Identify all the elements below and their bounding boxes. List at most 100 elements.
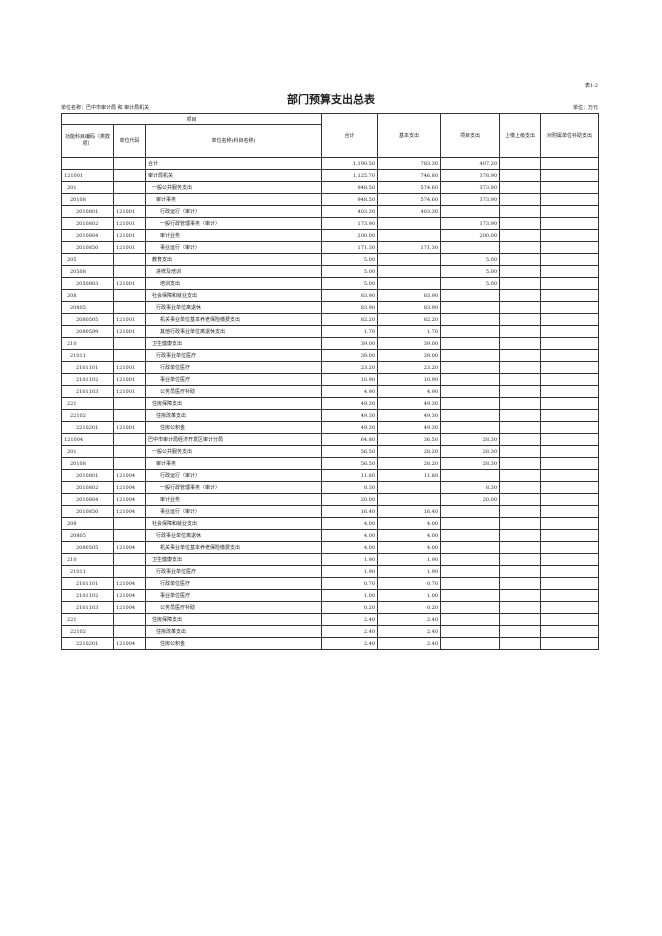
subsidy-cell (540, 337, 600, 350)
name-cell: 住房公积金 (144, 637, 323, 650)
basic-cell: 16.40 (377, 505, 442, 518)
code-cell: 2101102 (61, 373, 114, 386)
table-row: 2210201 121001 住房公积金 49.30 49.30 (61, 421, 600, 434)
total-cell: 10.90 (321, 373, 379, 386)
table-row: 2050803 121001 培训支出 5.00 5.00 (61, 277, 600, 290)
subsidy-cell (540, 457, 600, 470)
project-cell: 173.90 (440, 217, 501, 230)
name-cell: 卫生健康支出 (144, 553, 323, 566)
subsidy-cell (540, 265, 600, 278)
upper-cell (499, 349, 542, 362)
code-cell: 2210201 (61, 421, 114, 434)
subsidy-cell (540, 349, 600, 362)
project-cell (440, 337, 501, 350)
code-cell: 208 (61, 517, 114, 530)
subsidy-cell (540, 157, 600, 170)
total-cell: 4.90 (321, 385, 379, 398)
table-row: 2101101 121001 行政单位医疗 23.20 23.20 (61, 361, 600, 374)
total-cell: 1.00 (321, 589, 379, 602)
subsidy-cell (540, 217, 600, 230)
project-cell: 373.90 (440, 193, 501, 206)
project-cell: 407.20 (440, 157, 501, 170)
upper-cell (499, 361, 542, 374)
unit-code-cell (113, 517, 146, 530)
upper-cell (499, 325, 542, 338)
project-cell (440, 397, 501, 410)
basic-cell: 0.70 (377, 577, 442, 590)
basic-cell: 4.00 (377, 529, 442, 542)
basic-cell: 4.90 (377, 385, 442, 398)
name-cell: 巴中市审计局经济开发区审计分局 (144, 433, 323, 446)
project-cell (440, 517, 501, 530)
total-cell: 1.70 (321, 325, 379, 338)
code-cell: 20108 (61, 457, 114, 470)
upper-cell (499, 469, 542, 482)
table-row: 201 一般公共服务支出 948.50 574.60 373.90 (61, 181, 600, 194)
code-cell: 20805 (61, 529, 114, 542)
project-cell (440, 625, 501, 638)
basic-cell (377, 217, 442, 230)
name-cell: 行政事业单位医疗 (144, 349, 323, 362)
upper-cell (499, 541, 542, 554)
header-total: 合计 (321, 113, 379, 158)
name-cell: 行政事业单位离退休 (144, 529, 323, 542)
basic-cell (377, 229, 442, 242)
unit-code-cell: 121001 (113, 361, 146, 374)
unit-code-cell (113, 169, 146, 182)
upper-cell (499, 337, 542, 350)
subsidy-cell (540, 421, 600, 434)
total-cell: 49.30 (321, 397, 379, 410)
code-cell: 221 (61, 613, 114, 626)
total-cell: 948.50 (321, 181, 379, 194)
unit-code-cell (113, 301, 146, 314)
unit-code-cell: 121001 (113, 373, 146, 386)
table-number: 表1-2 (584, 83, 598, 89)
code-cell: 2101102 (61, 589, 114, 602)
unit-code-cell: 121001 (113, 217, 146, 230)
upper-cell (499, 265, 542, 278)
code-cell: 121001 (61, 169, 114, 182)
total-cell: 2.40 (321, 625, 379, 638)
project-cell (440, 409, 501, 422)
basic-cell: 82.20 (377, 313, 442, 326)
code-cell: 121004 (61, 433, 114, 446)
name-cell: 行政事业单位医疗 (144, 565, 323, 578)
code-cell: 20108 (61, 193, 114, 206)
header-upper: 上缴上级支出 (499, 113, 542, 158)
basic-cell (377, 493, 442, 506)
name-cell: 合计 (144, 157, 323, 170)
subsidy-cell (540, 613, 600, 626)
basic-cell: 49.30 (377, 421, 442, 434)
total-cell: 16.40 (321, 505, 379, 518)
unit-code-cell: 121004 (113, 589, 146, 602)
basic-cell: 4.00 (377, 541, 442, 554)
total-cell: 64.80 (321, 433, 379, 446)
basic-cell: 39.00 (377, 349, 442, 362)
table-row: 2101102 121004 事业单位医疗 1.00 1.00 (61, 589, 600, 602)
project-cell (440, 373, 501, 386)
header-basic: 基本支出 (377, 113, 442, 158)
table-row: 2010802 121004 一般行政管理事务（审计） 8.30 8.30 (61, 481, 600, 494)
basic-cell: 23.20 (377, 361, 442, 374)
subsidy-cell (540, 493, 600, 506)
upper-cell (499, 373, 542, 386)
subsidy-cell (540, 409, 600, 422)
unit-code-cell: 121001 (113, 241, 146, 254)
table-row: 2080505 121004 机关事业单位基本养老保险缴费支出 4.00 4.00 (61, 541, 600, 554)
total-cell: 56.50 (321, 445, 379, 458)
table-row: 2101102 121001 事业单位医疗 10.90 10.90 (61, 373, 600, 386)
name-cell: 一般公共服务支出 (144, 445, 323, 458)
code-cell: 2010804 (61, 229, 114, 242)
name-cell: 进修及培训 (144, 265, 323, 278)
basic-cell: 0.20 (377, 601, 442, 614)
project-cell: 373.90 (440, 181, 501, 194)
code-cell: 2010850 (61, 505, 114, 518)
basic-cell: 4.00 (377, 517, 442, 530)
table-row: 208 社会保障和就业支出 83.90 83.90 (61, 289, 600, 302)
code-cell: 20508 (61, 265, 114, 278)
name-cell: 其他行政事业单位离退休支出 (144, 325, 323, 338)
table-row: 221 住房保障支出 2.40 2.40 (61, 613, 600, 626)
unit-code-cell: 121004 (113, 577, 146, 590)
subsidy-cell (540, 181, 600, 194)
project-cell (440, 421, 501, 434)
